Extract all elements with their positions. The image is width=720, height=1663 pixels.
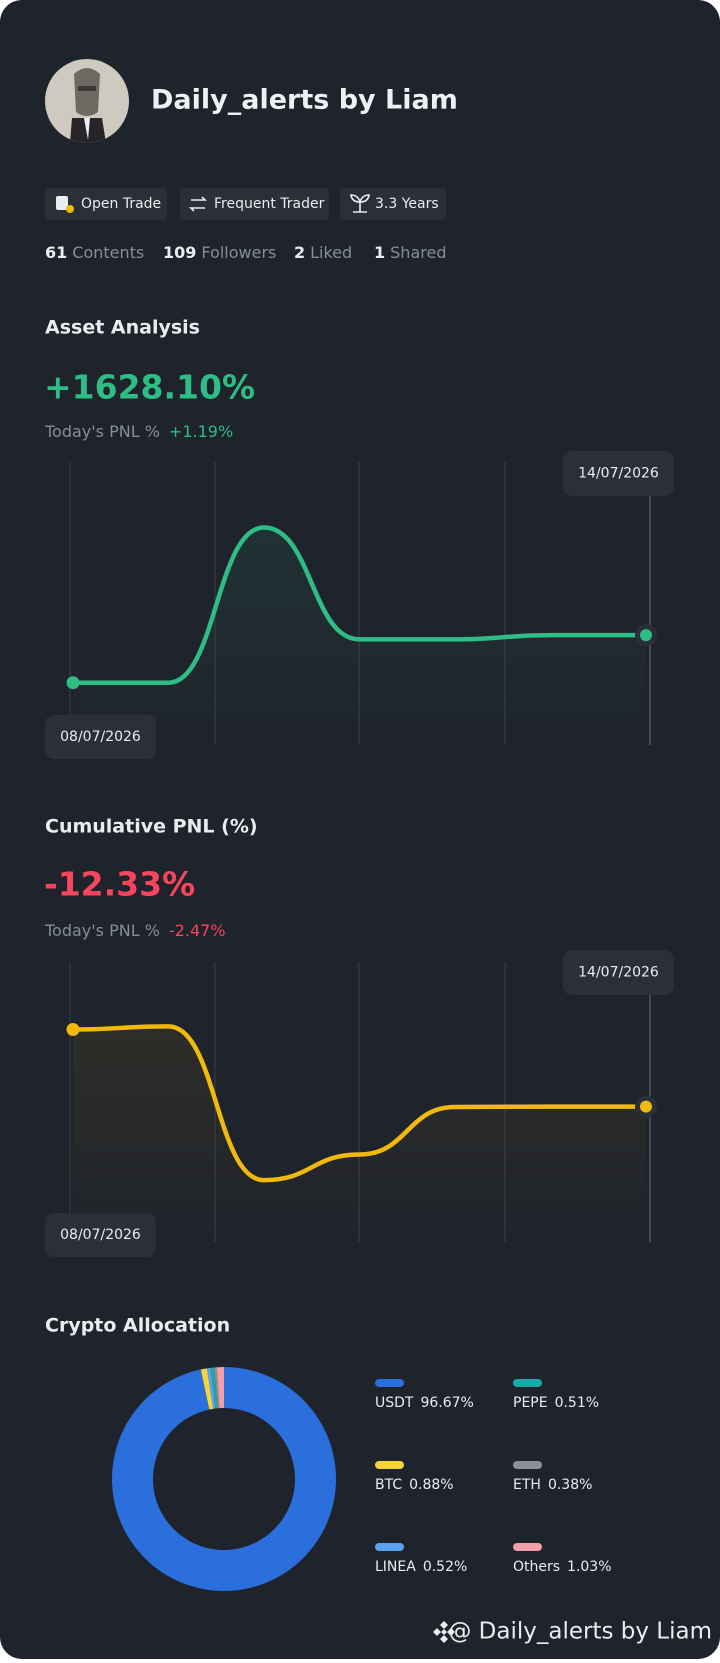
badge-label: Open Trade xyxy=(81,196,161,212)
badge-label: 3.3 Years xyxy=(375,196,439,212)
donut-slice xyxy=(216,1367,224,1409)
watermark-logo xyxy=(433,1621,455,1643)
stat-label: Shared xyxy=(390,243,446,262)
legend-swatch xyxy=(513,1543,542,1551)
date-tooltip-label: 08/07/2026 xyxy=(60,1227,141,1243)
stat: 2 Liked xyxy=(294,243,352,262)
legend-swatch xyxy=(513,1461,542,1469)
section-title: Cumulative PNL (%) xyxy=(45,816,258,838)
watermark: @ Daily_alerts by Liam xyxy=(448,1619,712,1645)
legend-entry: PEPE 0.51% xyxy=(513,1395,599,1411)
date-tooltip-label: 14/07/2026 xyxy=(578,466,659,482)
date-tooltip xyxy=(45,1213,156,1257)
today-pnl-label: Today's PNL % xyxy=(44,422,160,441)
legend-name: ETH xyxy=(513,1477,541,1493)
today-pnl-value: +1.19% xyxy=(169,422,233,441)
date-tooltip xyxy=(563,950,674,995)
start-point xyxy=(66,676,80,690)
donut-slice xyxy=(210,1367,218,1409)
legend-value: 1.03% xyxy=(567,1559,611,1575)
legend-swatch xyxy=(375,1543,404,1551)
start-point xyxy=(66,1023,80,1036)
legend-value: 0.52% xyxy=(423,1559,467,1575)
headline-value: +1628.10% xyxy=(44,368,255,407)
legend-entry: Others 1.03% xyxy=(513,1559,612,1575)
legend-value: 0.38% xyxy=(548,1477,592,1493)
stat-count: 109 xyxy=(163,243,196,262)
stat-label: Contents xyxy=(72,243,144,262)
stat: 1 Shared xyxy=(374,243,446,262)
stat: 61 Contents xyxy=(45,243,144,262)
legend-value: 0.51% xyxy=(555,1395,599,1411)
legend-value: 96.67% xyxy=(420,1395,473,1411)
badge-icon xyxy=(350,194,370,213)
donut-slice xyxy=(214,1367,220,1409)
legend-name: Others xyxy=(513,1559,560,1575)
avatar[interactable] xyxy=(45,59,129,143)
legend-name: USDT xyxy=(375,1395,414,1411)
stat-count: 2 xyxy=(294,243,305,262)
end-point xyxy=(640,629,652,642)
stat-count: 61 xyxy=(45,243,67,262)
today-pnl: Today's PNL % -2.47% xyxy=(44,921,226,940)
date-tooltip xyxy=(563,451,674,496)
section-title: Crypto Allocation xyxy=(45,1315,230,1337)
badge-icon xyxy=(66,205,74,213)
date-tooltip-label: 14/07/2026 xyxy=(578,965,659,981)
stat: 109 Followers xyxy=(163,243,276,262)
area xyxy=(73,1026,646,1242)
legend-swatch xyxy=(375,1379,404,1387)
today-pnl: Today's PNL % +1.19% xyxy=(44,422,233,441)
line xyxy=(70,525,649,685)
section-title: Asset Analysis xyxy=(45,317,200,339)
stat-count: 1 xyxy=(374,243,385,262)
headline-value: -12.33% xyxy=(44,865,195,904)
legend-name: LINEA xyxy=(375,1559,416,1575)
line xyxy=(70,1024,649,1183)
legend-entry: LINEA 0.52% xyxy=(375,1559,467,1575)
donut-slice xyxy=(200,1368,214,1410)
legend-swatch xyxy=(513,1379,542,1387)
end-point xyxy=(640,1100,652,1113)
badge xyxy=(45,188,167,220)
badge xyxy=(180,188,329,220)
legend-entry: BTC 0.88% xyxy=(375,1477,454,1493)
legend-name: PEPE xyxy=(513,1395,548,1411)
today-pnl-label: Today's PNL % xyxy=(44,921,160,940)
legend-swatch xyxy=(375,1461,404,1469)
profile-name: Daily_alerts by Liam xyxy=(151,85,458,116)
legend-entry: ETH 0.38% xyxy=(513,1477,592,1493)
stat-label: Followers xyxy=(201,243,276,262)
legend-value: 0.88% xyxy=(409,1477,453,1493)
area xyxy=(73,527,646,745)
badge-icon xyxy=(56,196,68,210)
legend-name: BTC xyxy=(375,1477,402,1493)
badge-icon xyxy=(189,196,207,212)
badge-label: Frequent Trader xyxy=(214,196,325,212)
stat-label: Liked xyxy=(310,243,352,262)
legend-entry: USDT 96.67% xyxy=(375,1395,474,1411)
donut-slice xyxy=(111,1367,336,1592)
donut-slice xyxy=(206,1367,216,1409)
date-tooltip xyxy=(45,715,156,759)
date-tooltip-label: 08/07/2026 xyxy=(60,729,141,745)
today-pnl-value: -2.47% xyxy=(169,921,226,940)
